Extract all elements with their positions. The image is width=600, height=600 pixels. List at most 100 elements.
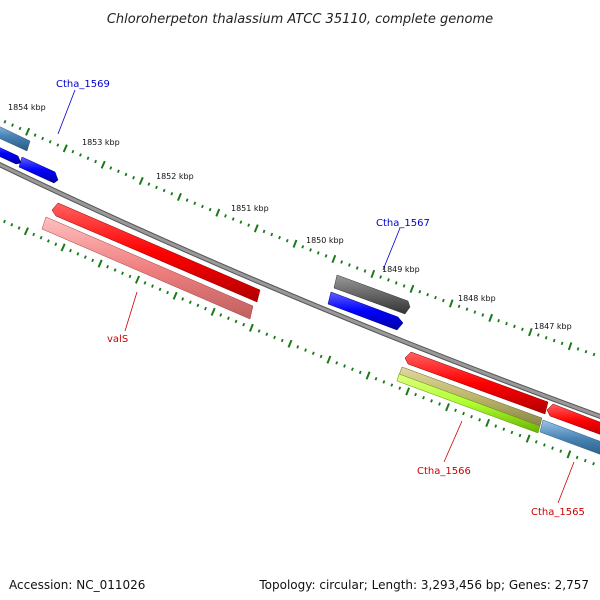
- minor-tick: [324, 254, 328, 258]
- gene-ctha-1567-feature[interactable]: [333, 274, 411, 315]
- major-tick: [525, 434, 531, 443]
- minor-tick: [33, 133, 37, 137]
- minor-tick: [54, 242, 58, 246]
- minor-tick: [379, 275, 383, 279]
- minor-tick: [402, 284, 406, 288]
- minor-tick: [434, 295, 437, 300]
- minor-tick: [422, 395, 425, 400]
- svg-text:valS: valS: [107, 334, 128, 345]
- gene-ctha-1565-red-feature[interactable]: [546, 403, 600, 438]
- minor-tick: [166, 290, 170, 295]
- minor-tick: [465, 307, 469, 311]
- label-ctha-1569: Ctha_1569: [56, 79, 110, 135]
- minor-tick: [121, 271, 124, 275]
- minor-tick: [335, 361, 339, 365]
- svg-text:Ctha_1567: Ctha_1567: [376, 218, 430, 229]
- minor-tick: [46, 239, 50, 243]
- minor-tick: [285, 238, 289, 243]
- accession-text: Accession: NC_011026: [9, 578, 146, 592]
- minor-tick: [470, 414, 473, 419]
- minor-tick: [592, 461, 595, 466]
- minor-tick: [390, 383, 394, 387]
- major-tick: [215, 208, 221, 217]
- major-tick: [326, 355, 332, 364]
- major-tick: [172, 291, 178, 300]
- minor-tick: [147, 182, 151, 186]
- major-tick: [488, 313, 494, 322]
- minor-tick: [79, 153, 82, 157]
- major-tick: [100, 160, 106, 169]
- major-tick: [409, 284, 415, 293]
- gene-vals-feature[interactable]: [51, 202, 261, 303]
- minor-tick: [560, 341, 564, 346]
- svg-text:Ctha_1569: Ctha_1569: [56, 79, 110, 90]
- major-tick: [566, 450, 572, 459]
- gene-vals-rrna-feature[interactable]: [41, 216, 254, 320]
- minor-tick: [56, 143, 60, 147]
- minor-tick: [71, 149, 75, 154]
- minor-tick: [544, 336, 548, 340]
- major-tick: [445, 403, 450, 412]
- minor-tick: [247, 223, 251, 227]
- minor-tick: [348, 263, 351, 267]
- minor-tick: [319, 354, 323, 359]
- genome-summary-text: Topology: circular; Length: 3,293,456 bp…: [259, 578, 589, 592]
- minor-tick: [552, 338, 556, 343]
- gene-ctha-1569-feature[interactable]: [18, 156, 59, 184]
- minor-tick: [592, 352, 596, 357]
- label-ctha-1566: Ctha_1566: [417, 420, 471, 477]
- major-tick: [25, 127, 31, 136]
- minor-tick: [497, 318, 500, 323]
- gene-ctha-1566-feature[interactable]: [404, 351, 549, 415]
- minor-tick: [414, 392, 418, 397]
- major-tick: [485, 418, 491, 428]
- label-ctha-1565: Ctha_1565: [531, 461, 585, 518]
- minor-tick: [382, 380, 386, 384]
- label-vals: valS: [107, 291, 138, 345]
- minor-tick: [398, 386, 402, 390]
- minor-tick: [41, 136, 45, 141]
- minor-tick: [430, 399, 433, 403]
- minor-tick: [181, 297, 185, 301]
- minor-tick: [518, 433, 522, 438]
- minor-tick: [481, 313, 485, 317]
- minor-tick: [17, 226, 21, 230]
- gene-ctha-1565-feature[interactable]: [539, 419, 600, 458]
- gene-upper-left-blue-feature[interactable]: [0, 143, 22, 165]
- minor-tick: [32, 232, 36, 237]
- gene-ctha-1566-lime-feature[interactable]: [396, 373, 541, 434]
- minor-tick: [278, 235, 281, 240]
- minor-tick: [3, 120, 7, 124]
- minor-tick: [113, 268, 117, 272]
- kbp-label-1848: 1848 kbp: [458, 294, 496, 303]
- major-tick: [138, 176, 144, 185]
- minor-tick: [536, 333, 540, 337]
- minor-tick: [128, 274, 132, 279]
- minor-tick: [551, 446, 554, 450]
- minor-tick: [502, 427, 506, 431]
- minor-tick: [534, 440, 538, 444]
- gene-upper-left-steel-feature[interactable]: [0, 122, 31, 152]
- major-tick: [365, 371, 371, 380]
- minor-tick: [543, 443, 546, 447]
- inner-tick-track: [3, 219, 595, 466]
- minor-tick: [224, 214, 227, 218]
- minor-tick: [132, 175, 136, 180]
- minor-tick: [473, 310, 477, 314]
- major-tick: [248, 323, 254, 332]
- minor-tick: [521, 327, 524, 332]
- minor-tick: [124, 172, 128, 177]
- kbp-label-1850: 1850 kbp: [306, 236, 344, 245]
- minor-tick: [242, 322, 246, 327]
- minor-tick: [358, 370, 362, 375]
- minor-tick: [11, 123, 14, 127]
- gene-ctha-1567-cds-feature[interactable]: [327, 291, 404, 331]
- kbp-label-1852: 1852 kbp: [156, 172, 194, 181]
- minor-tick: [584, 349, 588, 354]
- minor-tick: [208, 207, 212, 212]
- minor-tick: [170, 192, 174, 196]
- minor-tick: [583, 458, 587, 463]
- minor-tick: [10, 223, 14, 227]
- major-tick: [331, 254, 337, 264]
